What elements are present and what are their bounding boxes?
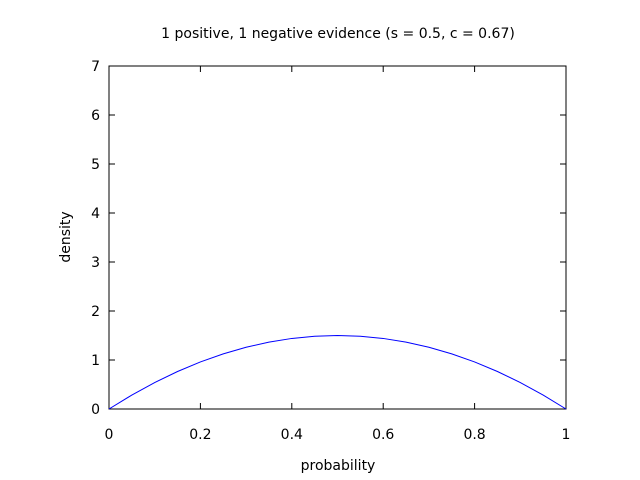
x-tick-label: 0.4: [281, 427, 303, 443]
x-tick-label: 1: [562, 427, 571, 443]
y-tick-label: 1: [91, 353, 100, 369]
y-tick-label: 4: [91, 206, 100, 222]
y-tick-label: 2: [91, 304, 100, 320]
x-tick-label: 0.2: [189, 427, 211, 443]
x-axis: 0 0.2 0.4 0.6 0.8 1: [105, 66, 571, 443]
x-tick-label: 0: [105, 427, 114, 443]
chart-title: 1 positive, 1 negative evidence (s = 0.5…: [161, 26, 515, 42]
y-tick-label: 6: [91, 108, 100, 124]
y-tick-label: 7: [91, 59, 100, 75]
x-axis-label: probability: [301, 458, 376, 474]
y-tick-label: 3: [91, 255, 100, 271]
x-tick-label: 0.8: [463, 427, 485, 443]
y-tick-label: 0: [91, 402, 100, 418]
y-tick-label: 5: [91, 157, 100, 173]
x-tick-label: 0.6: [372, 427, 394, 443]
y-axis: 0 1 2 3 4 5 6 7: [91, 59, 566, 418]
plot-frame: [108, 65, 567, 410]
density-curve: [108, 334, 567, 410]
y-axis-label: density: [58, 211, 74, 262]
